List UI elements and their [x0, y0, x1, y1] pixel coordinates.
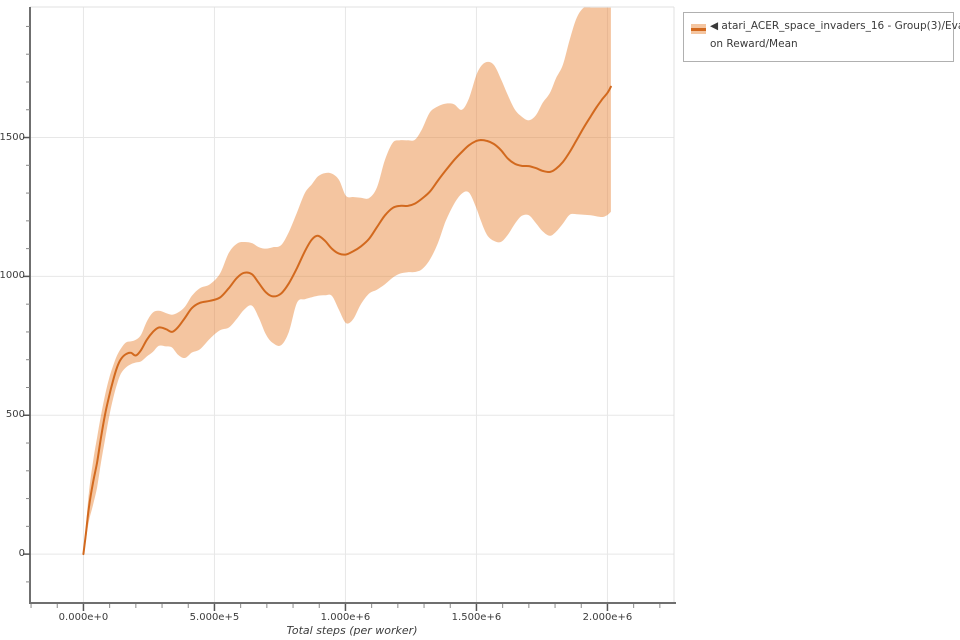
y-tick-label: 500 — [5, 409, 25, 421]
x-tick-label: 1.000e+6 — [320, 612, 371, 623]
y-tick-label: 1000 — [0, 270, 25, 282]
legend: ◀ atari_ACER_space_invaders_16 - Group(3… — [683, 12, 960, 62]
x-tick-label: 0.000e+0 — [58, 612, 109, 623]
x-tick-label: 2.000e+6 — [582, 612, 633, 623]
x-axis-title: Total steps (per worker) — [286, 624, 418, 637]
x-tick-label: 5.000e+5 — [189, 612, 240, 623]
legend-label-line1: ◀ atari_ACER_space_invaders_16 - Group(3… — [710, 20, 960, 32]
y-tick-label: 1500 — [0, 131, 25, 143]
x-tick-label: 1.500e+6 — [451, 612, 502, 623]
legend-label: ◀ atari_ACER_space_invaders_16 - Group(3… — [710, 17, 960, 53]
legend-item[interactable]: ◀ atari_ACER_space_invaders_16 - Group(3… — [684, 13, 960, 61]
y-tick-label: 0 — [18, 548, 25, 560]
legend-series-swatch-icon — [691, 24, 706, 34]
legend-label-line2: on Reward/Mean — [710, 38, 798, 50]
legend-line-sample — [691, 27, 706, 31]
